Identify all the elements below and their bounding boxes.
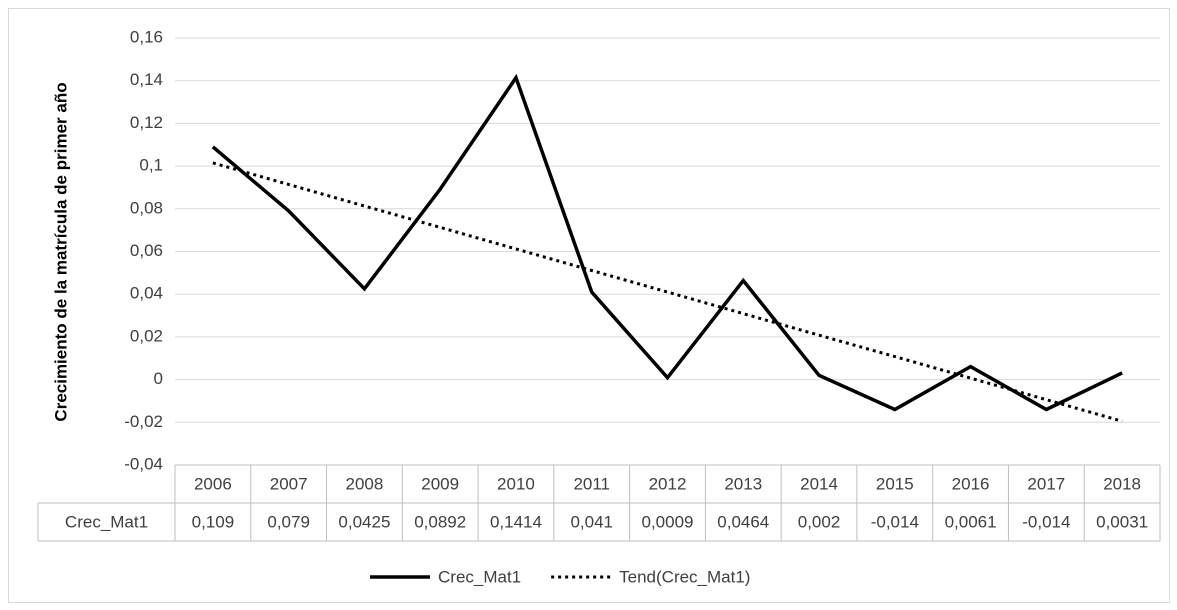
x-tick-label: 2006 [194,474,232,493]
x-tick-label: 2008 [346,474,384,493]
table-value: 0,041 [570,512,613,531]
x-tick-label: 2017 [1027,474,1065,493]
table-value: 0,0031 [1096,512,1148,531]
table-value: 0,0061 [945,512,997,531]
y-tick-label: 0,04 [130,284,163,303]
table-value: 0,079 [267,512,310,531]
y-tick-label: 0,16 [130,27,163,46]
x-tick-label: 2010 [497,474,535,493]
x-tick-label: 2009 [421,474,459,493]
x-tick-label: 2018 [1103,474,1141,493]
y-tick-label: -0,02 [124,412,163,431]
x-tick-label: 2015 [876,474,914,493]
x-tick-label: 2012 [649,474,687,493]
x-tick-label: 2011 [573,474,610,493]
x-tick-label: 2014 [800,474,838,493]
x-tick-label: 2013 [724,474,762,493]
table-value: 0,109 [192,512,235,531]
table-value: 0,1414 [490,512,542,531]
y-tick-label: 0,06 [130,241,163,260]
y-tick-label: 0,1 [139,156,163,175]
table-value: 0,0009 [642,512,694,531]
y-axis-title: Crecimiento de la matrícula de primer añ… [51,82,70,421]
table-series-name: Crec_Mat1 [65,512,148,531]
x-tick-label: 2007 [270,474,308,493]
y-tick-label: 0,12 [130,113,163,132]
y-tick-label: 0,02 [130,326,163,345]
y-tick-label: -0,04 [124,454,163,473]
table-value: 0,0425 [338,512,390,531]
table-value: 0,0464 [717,512,769,531]
y-tick-label: 0,08 [130,198,163,217]
series-line [211,73,1123,412]
y-tick-label: 0,14 [130,70,163,89]
y-tick-label: 0 [154,369,163,388]
table-value: -0,014 [871,512,919,531]
table-value: 0,002 [798,512,841,531]
x-tick-label: 2016 [952,474,990,493]
table-value: -0,014 [1022,512,1070,531]
legend-label: Crec_Mat1 [438,567,521,586]
table-value: 0,0892 [414,512,466,531]
legend-label: Tend(Crec_Mat1) [619,567,750,586]
